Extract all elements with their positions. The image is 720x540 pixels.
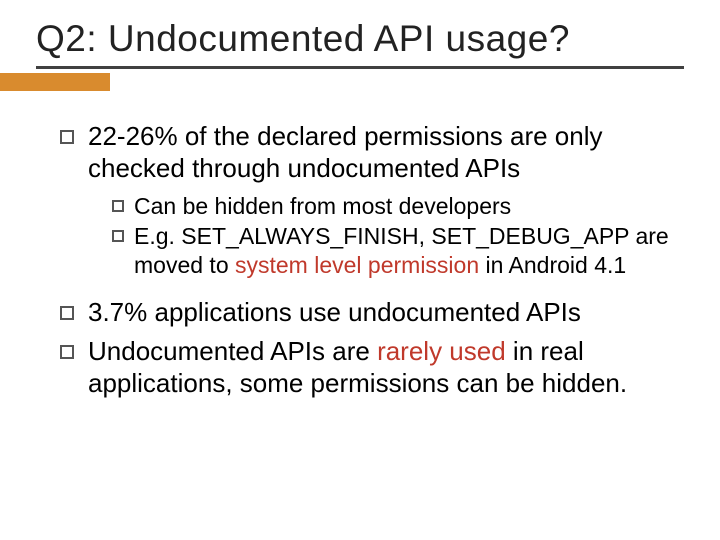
sub-bullet-group: Can be hidden from most developers E.g. … — [36, 192, 684, 278]
bullet-text-pre: Undocumented APIs are — [88, 336, 377, 366]
bullet-text-hi: rarely used — [377, 336, 506, 366]
accent-bar — [0, 73, 110, 91]
bullet-box-icon — [60, 130, 74, 144]
bullet-box-icon — [60, 345, 74, 359]
bullet-item: 3.7% applications use undocumented APIs — [36, 297, 684, 329]
slide-title: Q2: Undocumented API usage? — [36, 18, 684, 69]
sub-bullet-item: Can be hidden from most developers — [112, 192, 684, 220]
bullet-text: 3.7% applications use undocumented APIs — [88, 297, 684, 329]
sub-text-pre: Can be hidden from most developers — [134, 193, 511, 219]
bullet-box-icon — [112, 200, 124, 212]
bullet-text: Undocumented APIs are rarely used in rea… — [88, 336, 684, 399]
slide-content: 22-26% of the declared permissions are o… — [36, 121, 684, 400]
sub-text-hi: system level permission — [235, 252, 479, 278]
sub-bullet-text: Can be hidden from most developers — [134, 192, 684, 220]
sub-bullet-item: E.g. SET_ALWAYS_FINISH, SET_DEBUG_APP ar… — [112, 222, 684, 278]
bullet-text: 22-26% of the declared permissions are o… — [88, 121, 684, 184]
bullet-item: Undocumented APIs are rarely used in rea… — [36, 336, 684, 399]
bullet-text-pre: 22-26% of the declared permissions are o… — [88, 121, 603, 183]
bullet-box-icon — [112, 230, 124, 242]
sub-text-post: in Android 4.1 — [479, 252, 626, 278]
bullet-box-icon — [60, 306, 74, 320]
slide: Q2: Undocumented API usage? 22-26% of th… — [0, 0, 720, 540]
bullet-text-pre: 3.7% applications use undocumented APIs — [88, 297, 581, 327]
bullet-item: 22-26% of the declared permissions are o… — [36, 121, 684, 184]
sub-bullet-text: E.g. SET_ALWAYS_FINISH, SET_DEBUG_APP ar… — [134, 222, 684, 278]
